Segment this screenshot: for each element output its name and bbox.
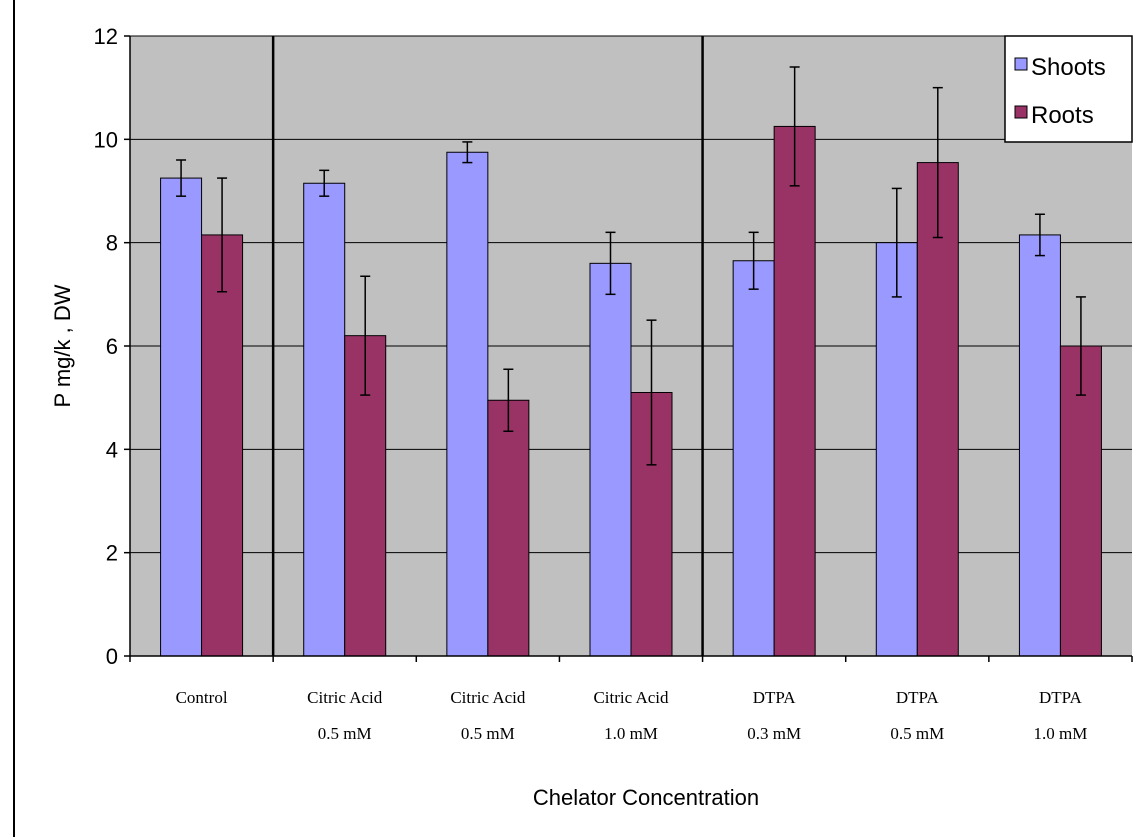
- y-tick-labels: 0 2 4 6 8 10 12: [94, 24, 118, 669]
- legend-swatch-shoots: [1014, 57, 1028, 71]
- y-tick-label: 2: [106, 541, 118, 566]
- bar-roots: [487, 399, 530, 657]
- x-category-label: DTPA: [753, 688, 797, 707]
- x-category-label: Citric Acid: [450, 688, 526, 707]
- group-dividers: [271, 36, 704, 656]
- bar-shoots: [732, 260, 775, 657]
- bar-shoots: [160, 177, 203, 657]
- x-axis-title: Chelator Concentration: [533, 785, 759, 810]
- bar-roots: [201, 234, 244, 657]
- x-category-label: DTPA: [1039, 688, 1083, 707]
- bar-shoots: [875, 242, 918, 657]
- x-category-labels: Control Citric Acid 0.5 mM Citric Acid 0.5 m…: [176, 688, 1088, 743]
- x-category-label: Citric Acid: [307, 688, 383, 707]
- x-category-label: 0.5 mM: [890, 724, 944, 743]
- legend-label-roots: Roots: [1031, 102, 1094, 129]
- bar-shoots: [446, 151, 489, 657]
- x-category-label: 0.5 mM: [461, 724, 515, 743]
- x-category-label: 0.3 mM: [747, 724, 801, 743]
- bar-roots: [773, 125, 816, 657]
- x-category-label: 1.0 mM: [604, 724, 658, 743]
- legend-box: [1004, 35, 1133, 143]
- legend-label-shoots: Shoots: [1031, 54, 1106, 81]
- bar-shoots: [589, 262, 632, 657]
- y-tick-label: 12: [94, 24, 118, 49]
- legend-swatch-roots: [1014, 105, 1028, 119]
- x-category-label: 0.5 mM: [318, 724, 372, 743]
- bar-shoots: [1018, 234, 1061, 657]
- y-tick-label: 10: [94, 127, 118, 152]
- bars: [160, 125, 1102, 657]
- y-tick-label: 6: [106, 334, 118, 359]
- legend: Shoots Roots: [1004, 35, 1133, 143]
- axes: [124, 35, 1133, 662]
- y-axis-title: P mg/k , DW: [50, 284, 75, 407]
- bar-shoots: [303, 182, 346, 657]
- error-bars: [176, 66, 1086, 466]
- y-tick-label: 4: [106, 437, 118, 462]
- x-category-label: 1.0 mM: [1034, 724, 1088, 743]
- y-tick-label: 0: [106, 644, 118, 669]
- x-category-label: Control: [176, 688, 228, 707]
- y-tick-label: 8: [106, 231, 118, 256]
- x-category-label: Citric Acid: [593, 688, 669, 707]
- x-category-label: DTPA: [896, 688, 940, 707]
